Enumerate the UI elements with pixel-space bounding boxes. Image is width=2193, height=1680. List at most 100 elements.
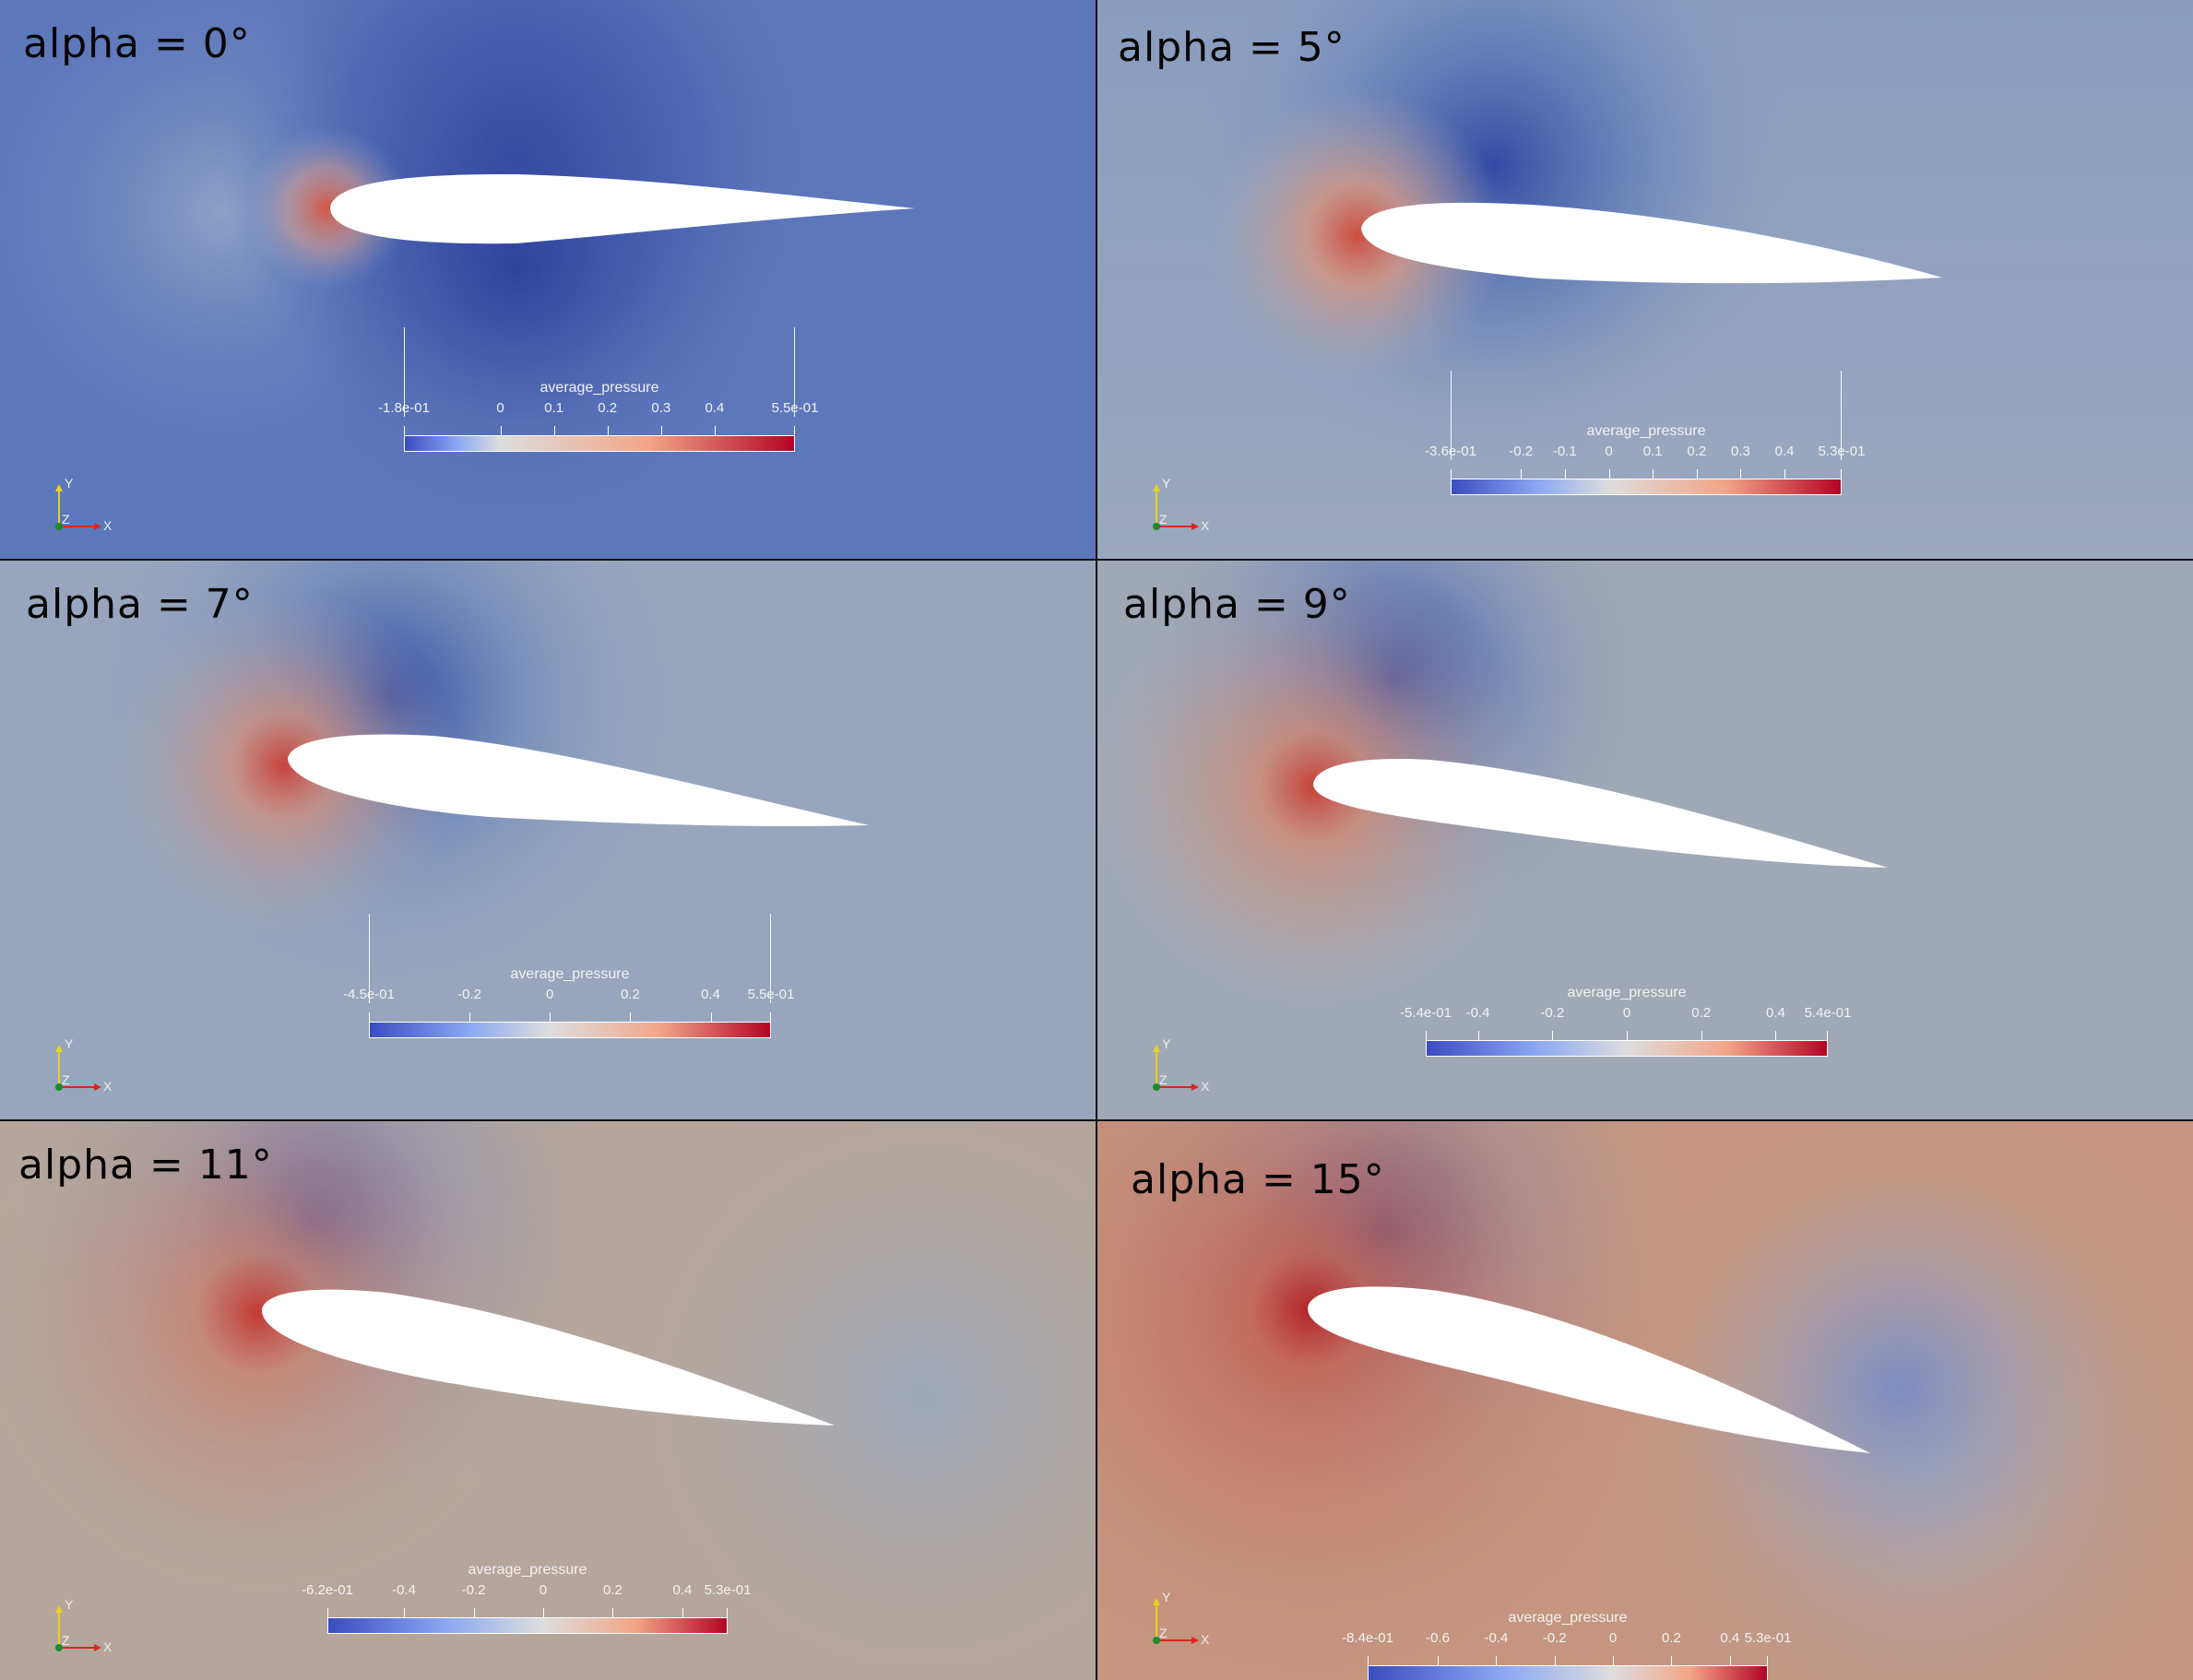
panel-alpha-11: alpha = 11° average_pressure -6.2e-01 5.3e…	[0, 1121, 1096, 1680]
colorbar-right-line	[1841, 371, 1842, 460]
colorbar-min-tick	[1426, 1031, 1427, 1040]
airfoil	[288, 734, 869, 826]
colorbar-right-line	[794, 327, 795, 417]
colorbar-max-label: 5.3e-01	[1744, 1630, 1792, 1646]
axes-glyph: Y Z X	[1153, 1590, 1210, 1647]
axes-glyph: Y Z X	[55, 476, 113, 533]
z-axis-label: Z	[1159, 1072, 1168, 1087]
colorbar-tick-label: 0	[546, 987, 554, 1002]
colorbar-max-label: 5.5e-01	[771, 400, 819, 416]
y-axis-label: Y	[1162, 1036, 1171, 1051]
alpha-label: alpha = 0°	[23, 20, 251, 67]
orientation-axes: Y Z X	[48, 475, 113, 539]
colorbar-tick-label: 0.4	[705, 400, 725, 416]
colorbar-tick-label: 0	[1622, 1005, 1631, 1021]
colorbar-tick	[473, 1608, 475, 1617]
colorbar-tick-label: 0.2	[1691, 1005, 1712, 1021]
colorbar-max-label: 5.3e-01	[704, 1582, 752, 1598]
colorbar-gradient	[327, 1617, 728, 1634]
colorbar-tick-label: -0.2	[461, 1582, 486, 1598]
colorbar-gradient	[369, 1022, 771, 1038]
colorbar-min-tick	[1451, 469, 1452, 479]
colorbar-title: average_pressure	[1508, 1610, 1628, 1626]
colorbar-tick-label: 0.1	[544, 400, 564, 416]
colorbar-title: average_pressure	[539, 380, 659, 396]
airfoil	[262, 1289, 835, 1426]
colorbar-min-label: -5.4e-01	[1400, 1005, 1452, 1021]
x-axis-label: X	[1201, 1079, 1210, 1094]
colorbar-tick-label: -0.4	[1484, 1630, 1509, 1646]
y-axis-label: Y	[1162, 1590, 1171, 1604]
pressure-field	[0, 1121, 1096, 1680]
y-axis-label: Y	[1162, 476, 1171, 491]
colorbar-tick-label: 0.2	[1687, 444, 1707, 459]
z-axis-dot	[1153, 523, 1160, 530]
axes-glyph: Y Z X	[55, 1036, 113, 1094]
colorbar-tick	[1729, 1656, 1731, 1665]
y-axis-label: Y	[65, 1036, 74, 1051]
z-axis-label: Z	[1159, 512, 1168, 526]
horizontal-divider-2	[0, 1119, 2193, 1121]
z-axis-dot	[1153, 1083, 1160, 1091]
airfoil	[1308, 1286, 1870, 1453]
pressure-field	[1097, 561, 2193, 1119]
colorbar-tick	[710, 1012, 712, 1022]
pressure-field	[1097, 1121, 2193, 1680]
orientation-axes: Y Z X	[1145, 1035, 1210, 1100]
colorbar-tick-label: -0.2	[457, 987, 481, 1002]
colorbar-tick	[612, 1608, 614, 1617]
colorbar-tick	[660, 426, 662, 435]
colorbar-max-tick	[1841, 469, 1842, 479]
colorbar-min-label: -8.4e-01	[1342, 1630, 1393, 1646]
colorbar-tick	[1521, 469, 1523, 479]
colorbar-tick	[404, 1608, 406, 1617]
colorbar: average_pressure -3.6e-01 5.3e-01 -0.2 -0.1 0…	[1425, 371, 1865, 515]
colorbar-min-tick	[327, 1608, 328, 1617]
colorbar-gradient	[404, 435, 795, 452]
colorbar-tick-label: 0.4	[672, 1582, 693, 1598]
axes-glyph: Y Z X	[55, 1597, 113, 1654]
colorbar-tick	[1671, 1656, 1673, 1665]
panel-alpha-15: alpha = 15° average_pressure -8.4e-01 5.3e…	[1097, 1121, 2193, 1680]
colorbar-tick-label: 0.4	[701, 987, 721, 1002]
colorbar-tick	[500, 426, 502, 435]
orientation-axes: Y Z X	[48, 1596, 113, 1661]
pressure-field	[1097, 0, 2193, 559]
colorbar-tick	[682, 1608, 683, 1617]
x-axis-label: X	[1201, 518, 1210, 533]
colorbar-max-tick	[794, 426, 795, 435]
orientation-axes: Y Z X	[48, 1035, 113, 1100]
x-axis-label: X	[103, 1639, 113, 1654]
colorbar-tick-label: 0.3	[651, 400, 671, 416]
colorbar-max-tick	[1827, 1031, 1828, 1040]
colorbar-tick	[1496, 1656, 1498, 1665]
airfoil	[330, 173, 915, 244]
z-axis-dot	[55, 1644, 63, 1651]
colorbar-left-line	[1451, 371, 1452, 460]
colorbar-gradient	[1451, 479, 1842, 495]
colorbar-tick	[1701, 1031, 1702, 1040]
colorbar-tick-label: 0	[1605, 444, 1613, 459]
z-axis-label: Z	[62, 1072, 70, 1087]
colorbar-tick-label: 0	[539, 1582, 548, 1598]
colorbar-title: average_pressure	[510, 966, 630, 982]
colorbar-tick-label: 0.2	[598, 400, 618, 416]
colorbar-tick	[1784, 469, 1786, 479]
colorbar-tick-label: 0.2	[1662, 1630, 1681, 1646]
x-axis-label: X	[103, 1079, 113, 1094]
z-axis-label: Z	[62, 1633, 70, 1648]
colorbar-tick-label: -0.2	[1509, 444, 1534, 459]
colorbar: average_pressure -5.4e-01 5.4e-01 -0.4 -0.2 0…	[1400, 985, 1851, 1077]
alpha-label: alpha = 5°	[1118, 24, 1345, 71]
x-axis-label: X	[103, 518, 113, 533]
colorbar-tick	[550, 1012, 551, 1022]
colorbar-tick	[1627, 1031, 1628, 1040]
alpha-label: alpha = 11°	[18, 1142, 273, 1189]
colorbar-tick-label: -0.6	[1426, 1630, 1450, 1646]
colorbar-tick-label: -0.1	[1552, 444, 1577, 459]
colorbar-tick-label: 0.4	[1774, 444, 1795, 459]
colorbar-title: average_pressure	[468, 1562, 587, 1578]
colorbar-tick-label: 0.2	[620, 987, 640, 1002]
colorbar-gradient	[1368, 1665, 1768, 1680]
